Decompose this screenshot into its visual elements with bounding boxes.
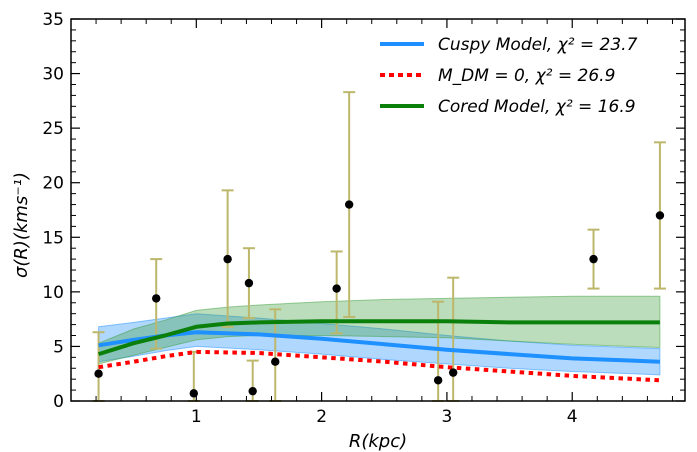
x-tick-label-1: 2 (316, 407, 327, 427)
legend-label-2: Cored Model, χ² = 16.9 (438, 97, 636, 117)
y-tick-label-7: 35 (42, 10, 64, 30)
data-point-10 (448, 368, 458, 377)
y-tick-label-5: 25 (42, 119, 64, 139)
x-axis-title: R(kpc) (349, 431, 407, 452)
x-tick-label-2: 3 (442, 407, 453, 427)
line-series-1 (98, 349, 661, 383)
plot-frame (70, 18, 686, 402)
data-point-9 (433, 376, 443, 385)
y-tick-label-1: 5 (53, 337, 64, 357)
y-tick-label-2: 10 (42, 283, 64, 303)
legend-label-0: Cuspy Model, χ² = 23.7 (438, 35, 638, 55)
data-point-1 (152, 294, 161, 303)
y-tick-label-6: 30 (42, 65, 64, 85)
data-point-3 (223, 254, 232, 264)
y-axis-title: σ(R)(kms⁻¹) (11, 172, 32, 278)
data-point-12 (655, 211, 665, 220)
data-point-11 (589, 254, 598, 264)
data-point-7 (332, 284, 341, 293)
data-point-4 (244, 278, 254, 288)
data-point-0 (94, 369, 103, 378)
x-tick-label-3: 4 (567, 407, 578, 427)
chart-lines (98, 319, 661, 383)
data-point-5 (248, 386, 257, 396)
legend-label-1: M_DM = 0, χ² = 26.9 (438, 66, 615, 86)
line-series-2 (98, 319, 660, 357)
y-tick-label-0: 0 (53, 392, 64, 412)
chart-axes: 1 2 3 4 0 5 10 15 20 25 30 35 (42, 10, 686, 427)
x-tick-label-0: 1 (191, 407, 202, 427)
y-tick-label-4: 20 (42, 174, 64, 194)
y-tick-label-3: 15 (42, 228, 64, 248)
data-point-8 (344, 200, 354, 209)
data-point-6 (271, 357, 280, 366)
legend: Cuspy Model, χ² = 23.7 M_DM = 0, χ² = 26.… (380, 35, 638, 117)
